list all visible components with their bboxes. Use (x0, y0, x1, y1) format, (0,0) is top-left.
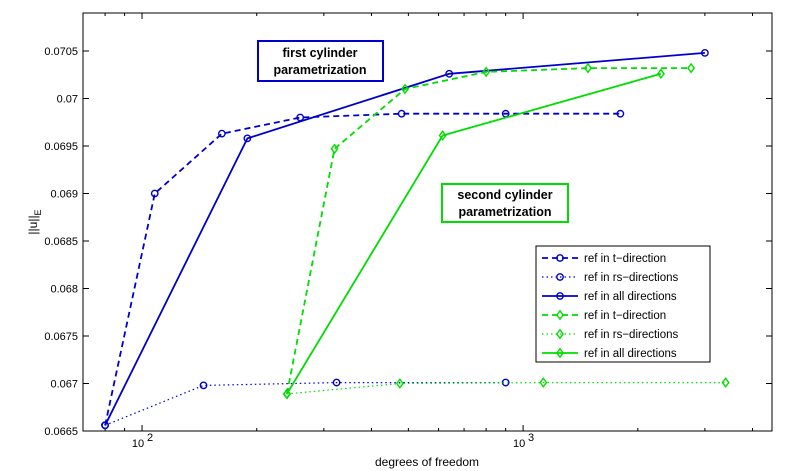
legend-entry: ref in t−direction (542, 309, 666, 322)
y-tick-label: 0.068 (50, 284, 78, 296)
data-point (199, 381, 208, 390)
legend-marker (556, 254, 564, 262)
data-point (330, 143, 339, 155)
series-line (286, 72, 662, 395)
x-tick-exponent: 3 (528, 432, 534, 444)
legend-box (535, 245, 711, 363)
series-6 (282, 68, 665, 400)
legend-label: ref in rs−directions (584, 329, 679, 341)
x-tick-label: 10 (513, 438, 525, 450)
legend-entry: ref in rs−directions (542, 328, 679, 341)
svg-text:||u||E: ||u||E (26, 209, 43, 234)
data-point (482, 66, 491, 78)
series-line (286, 67, 692, 395)
annotation-second-cylinder: second cylinder parametrization (441, 183, 569, 223)
annotation-first-line2: parametrization (273, 63, 366, 77)
data-point (101, 421, 109, 430)
series-line (286, 382, 726, 395)
legend-entry: ref in all directions (542, 291, 677, 303)
legend-label: ref in t−direction (584, 310, 666, 322)
y-axis-label-sub: E (33, 209, 43, 215)
legend-entry: ref in rs−directions (542, 272, 679, 284)
y-axis-label-main: ||u|| (26, 215, 40, 234)
legend: ref in t−direction ref in rs−directions re… (535, 245, 711, 363)
legend-marker (556, 292, 564, 300)
y-tick-label: 0.0695 (44, 141, 78, 153)
data-point (150, 189, 159, 198)
y-tick-label: 0.067 (50, 379, 78, 391)
data-point (656, 68, 665, 80)
legend-marker (556, 273, 564, 281)
legend-entry: ref in t−direction (542, 253, 666, 265)
data-point (721, 377, 730, 388)
y-tick-label: 0.0665 (44, 426, 78, 438)
x-tick-exponent: 2 (147, 432, 153, 444)
data-point (395, 378, 404, 389)
x-axis-label: degrees of freedom (375, 455, 479, 469)
annotation-second-line1: second cylinder (457, 188, 552, 202)
series-layer (101, 49, 730, 430)
data-point (243, 134, 252, 143)
data-point (282, 388, 291, 400)
series-line (104, 112, 621, 426)
data-point (616, 109, 625, 118)
axes-ticks: 0.0665 0.067 0.0675 0.068 0.0685 0.069 0.0695 0… (44, 13, 772, 450)
data-point (687, 62, 696, 74)
legend-marker (555, 309, 565, 321)
legend-label: ref in all directions (584, 348, 677, 360)
plot-area (82, 12, 773, 432)
y-tick-label: 0.0705 (44, 46, 78, 58)
y-tick-label: 0.069 (50, 189, 78, 201)
legend-label: ref in all directions (584, 291, 677, 303)
data-point (445, 69, 454, 78)
data-point (401, 83, 410, 95)
series-line (104, 52, 705, 426)
annotation-first-line1: first cylinder (282, 46, 357, 60)
legend-marker (555, 347, 565, 359)
legend-marker (555, 328, 565, 340)
y-axis-label: ||u||E (26, 209, 43, 234)
annotation-first-cylinder: first cylinder parametrization (257, 40, 384, 82)
data-point (217, 129, 226, 138)
data-point (438, 130, 447, 141)
data-point (700, 49, 709, 57)
y-tick-label: 0.0675 (44, 331, 78, 343)
legend-label: ref in t−direction (584, 253, 666, 265)
annotation-second-line2: parametrization (458, 205, 551, 219)
y-tick-label: 0.07 (57, 94, 78, 106)
data-point (397, 109, 406, 118)
data-point (332, 378, 341, 387)
data-point (583, 62, 592, 74)
legend-entry: ref in all directions (542, 347, 677, 360)
series-3 (101, 49, 709, 430)
legend-label: ref in rs−directions (584, 272, 679, 284)
y-tick-label: 0.0685 (44, 236, 78, 248)
data-point (539, 377, 548, 388)
x-tick-label: 10 (132, 438, 144, 450)
